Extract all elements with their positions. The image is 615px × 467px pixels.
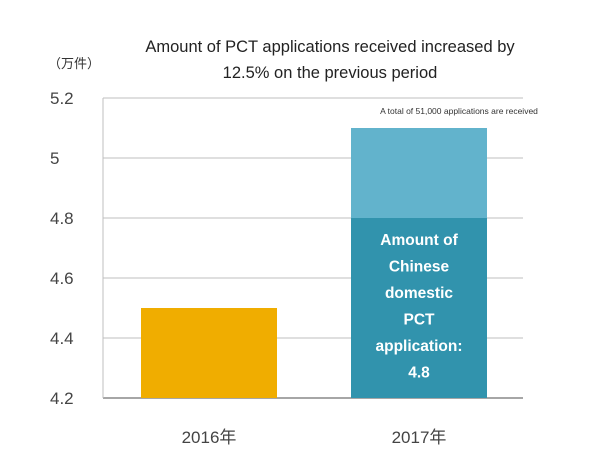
- bar-2017-total: [351, 128, 487, 218]
- segment-label-line: PCT: [404, 312, 436, 329]
- chart-title-line-1: Amount of PCT applications received incr…: [145, 38, 515, 56]
- y-axis-unit-label: （万件）: [48, 56, 100, 71]
- y-tick-label: 4.2: [50, 389, 74, 408]
- segment-label-line: 4.8: [408, 365, 430, 382]
- segment-label-line: application:: [376, 338, 463, 355]
- y-tick-label: 4.4: [50, 329, 74, 348]
- x-tick-label: 2016年: [182, 428, 237, 447]
- bar-2017-domestic-segment: [351, 218, 487, 398]
- y-tick-label: 5.2: [50, 89, 74, 108]
- y-tick-label: 5: [50, 149, 59, 168]
- total-callout: A total of 51,000 applications are recei…: [380, 106, 538, 116]
- bar-2016: [141, 308, 277, 398]
- x-axis-ticks: 2016年 2017年: [182, 428, 447, 447]
- segment-label-line: Chinese: [389, 259, 450, 276]
- y-tick-label: 4.8: [50, 209, 74, 228]
- segment-label-line: domestic: [385, 285, 453, 302]
- segment-label-line: Amount of: [380, 232, 458, 249]
- segment-label: Amount of Chinese domestic PCT application: 4…: [376, 232, 463, 382]
- chart-title-line-2: 12.5% on the previous period: [223, 64, 438, 82]
- bars: [141, 128, 487, 398]
- y-tick-label: 4.6: [50, 269, 74, 288]
- x-tick-label: 2017年: [392, 428, 447, 447]
- y-axis-ticks: 4.2 4.4 4.6 4.8 5 5.2: [50, 89, 74, 408]
